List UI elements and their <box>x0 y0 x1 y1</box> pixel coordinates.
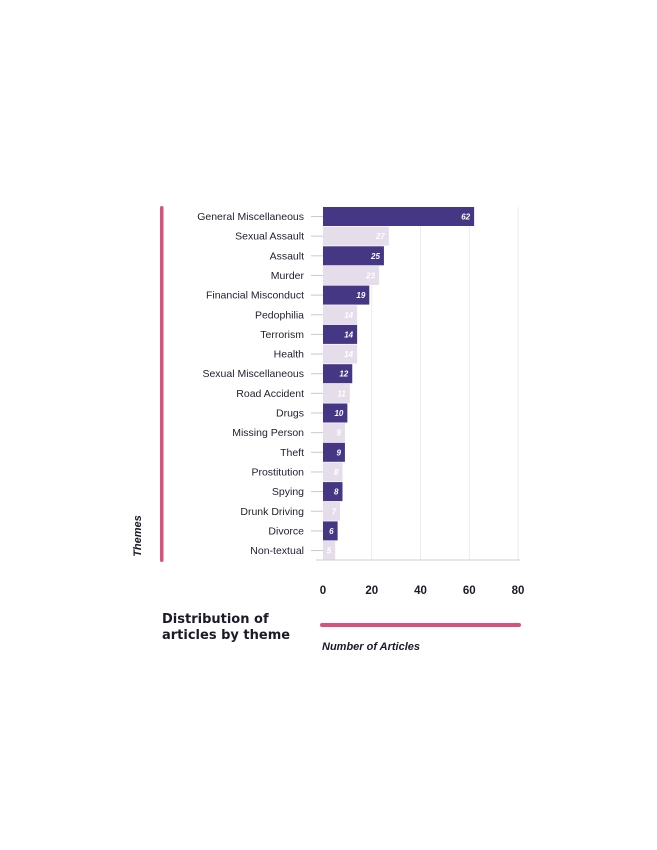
x-tick-label: 60 <box>463 585 476 597</box>
category-label: Missing Person <box>232 427 304 439</box>
bar <box>323 364 353 384</box>
bar <box>323 462 343 482</box>
data-label: 11 <box>338 389 347 398</box>
bar <box>323 501 341 521</box>
data-label: 7 <box>332 507 337 516</box>
bar <box>323 403 348 423</box>
category-label: Sexual Assault <box>235 231 304 243</box>
bar <box>323 442 345 462</box>
bar <box>323 383 350 403</box>
category-labels: General Miscellaneous Sexual Assault Assau… <box>197 211 304 557</box>
bar <box>323 541 336 561</box>
category-label: General Miscellaneous <box>197 211 304 223</box>
bars: 62 27 25 23 19 14 14 14 12 11 10 9 9 8 8 7 6 5 <box>323 207 475 561</box>
category-label: Murder <box>271 270 305 282</box>
category-label: Sexual Miscellaneous <box>202 368 304 380</box>
category-label: Divorce <box>268 525 304 537</box>
data-label: 10 <box>334 409 343 418</box>
bar <box>323 246 384 266</box>
data-label: 9 <box>336 448 341 457</box>
data-label: 8 <box>334 488 339 497</box>
bar <box>323 226 389 246</box>
x-axis-accent-bar <box>320 623 521 627</box>
x-tick-label: 0 <box>320 585 326 597</box>
x-axis-title: Number of Articles <box>322 641 421 653</box>
category-label: Non-textual <box>250 545 304 557</box>
bar <box>323 344 358 364</box>
bar <box>323 207 475 226</box>
x-tick-label: 20 <box>365 585 378 597</box>
category-label: Financial Misconduct <box>206 290 304 302</box>
data-label: 25 <box>370 252 380 261</box>
category-label: Theft <box>280 447 304 459</box>
chart-title: Distribution of articles by theme <box>162 612 291 643</box>
data-label: 6 <box>329 527 334 536</box>
category-label: Terrorism <box>260 329 304 341</box>
bar <box>323 305 358 325</box>
data-label: 12 <box>339 370 348 379</box>
bar <box>323 423 345 443</box>
data-label: 14 <box>344 350 353 359</box>
bar <box>323 324 358 344</box>
grid-lines <box>371 207 519 560</box>
x-tick-label: 40 <box>414 585 427 597</box>
y-axis-title: Themes <box>132 515 144 557</box>
category-label: Spying <box>272 486 304 498</box>
category-label: Pedophilia <box>255 309 304 321</box>
bar <box>323 482 343 502</box>
category-label: Health <box>274 349 305 361</box>
data-label: 8 <box>334 468 339 477</box>
data-label: 23 <box>365 271 375 280</box>
category-label: Road Accident <box>236 388 304 400</box>
data-label: 62 <box>461 213 470 222</box>
x-tick-label: 80 <box>512 585 525 597</box>
bar <box>323 265 380 285</box>
x-axis: 0 20 40 60 80 <box>311 216 525 597</box>
data-label: 27 <box>375 232 385 241</box>
category-label: Assault <box>270 250 305 262</box>
bar <box>323 285 370 305</box>
data-label: 5 <box>327 547 332 556</box>
data-label: 9 <box>336 429 341 438</box>
category-label: Drunk Driving <box>240 506 304 518</box>
bar <box>323 521 338 541</box>
category-label: Prostitution <box>251 466 304 478</box>
data-label: 14 <box>344 311 353 320</box>
y-axis-accent-bar <box>160 206 164 562</box>
data-label: 14 <box>344 330 353 339</box>
category-label: Drugs <box>276 408 304 420</box>
data-label: 19 <box>356 291 365 300</box>
